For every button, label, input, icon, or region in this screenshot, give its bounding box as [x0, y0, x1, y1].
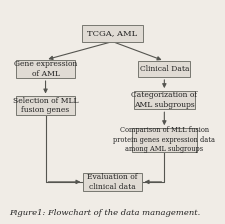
- Bar: [82, 26, 143, 42]
- Bar: [134, 91, 195, 109]
- Bar: [16, 96, 75, 115]
- Text: Comparison of MLL fusion
protein genes expression data
among AML subgroups: Comparison of MLL fusion protein genes e…: [113, 127, 215, 153]
- Bar: [83, 173, 142, 191]
- Text: Clinical Data: Clinical Data: [140, 65, 189, 73]
- Bar: [132, 128, 197, 152]
- Text: TCGA, AML: TCGA, AML: [87, 30, 138, 37]
- Text: Categorization of
AML subgroups: Categorization of AML subgroups: [131, 91, 197, 109]
- Bar: [138, 61, 190, 77]
- Bar: [16, 60, 75, 78]
- Text: Evaluation of
clinical data: Evaluation of clinical data: [87, 173, 138, 191]
- Text: Figure1: Flowchart of the data management.: Figure1: Flowchart of the data managemen…: [9, 209, 200, 217]
- Text: Gene expression
of AML: Gene expression of AML: [14, 60, 77, 78]
- Text: Selection of MLL
fusion genes: Selection of MLL fusion genes: [13, 97, 78, 114]
